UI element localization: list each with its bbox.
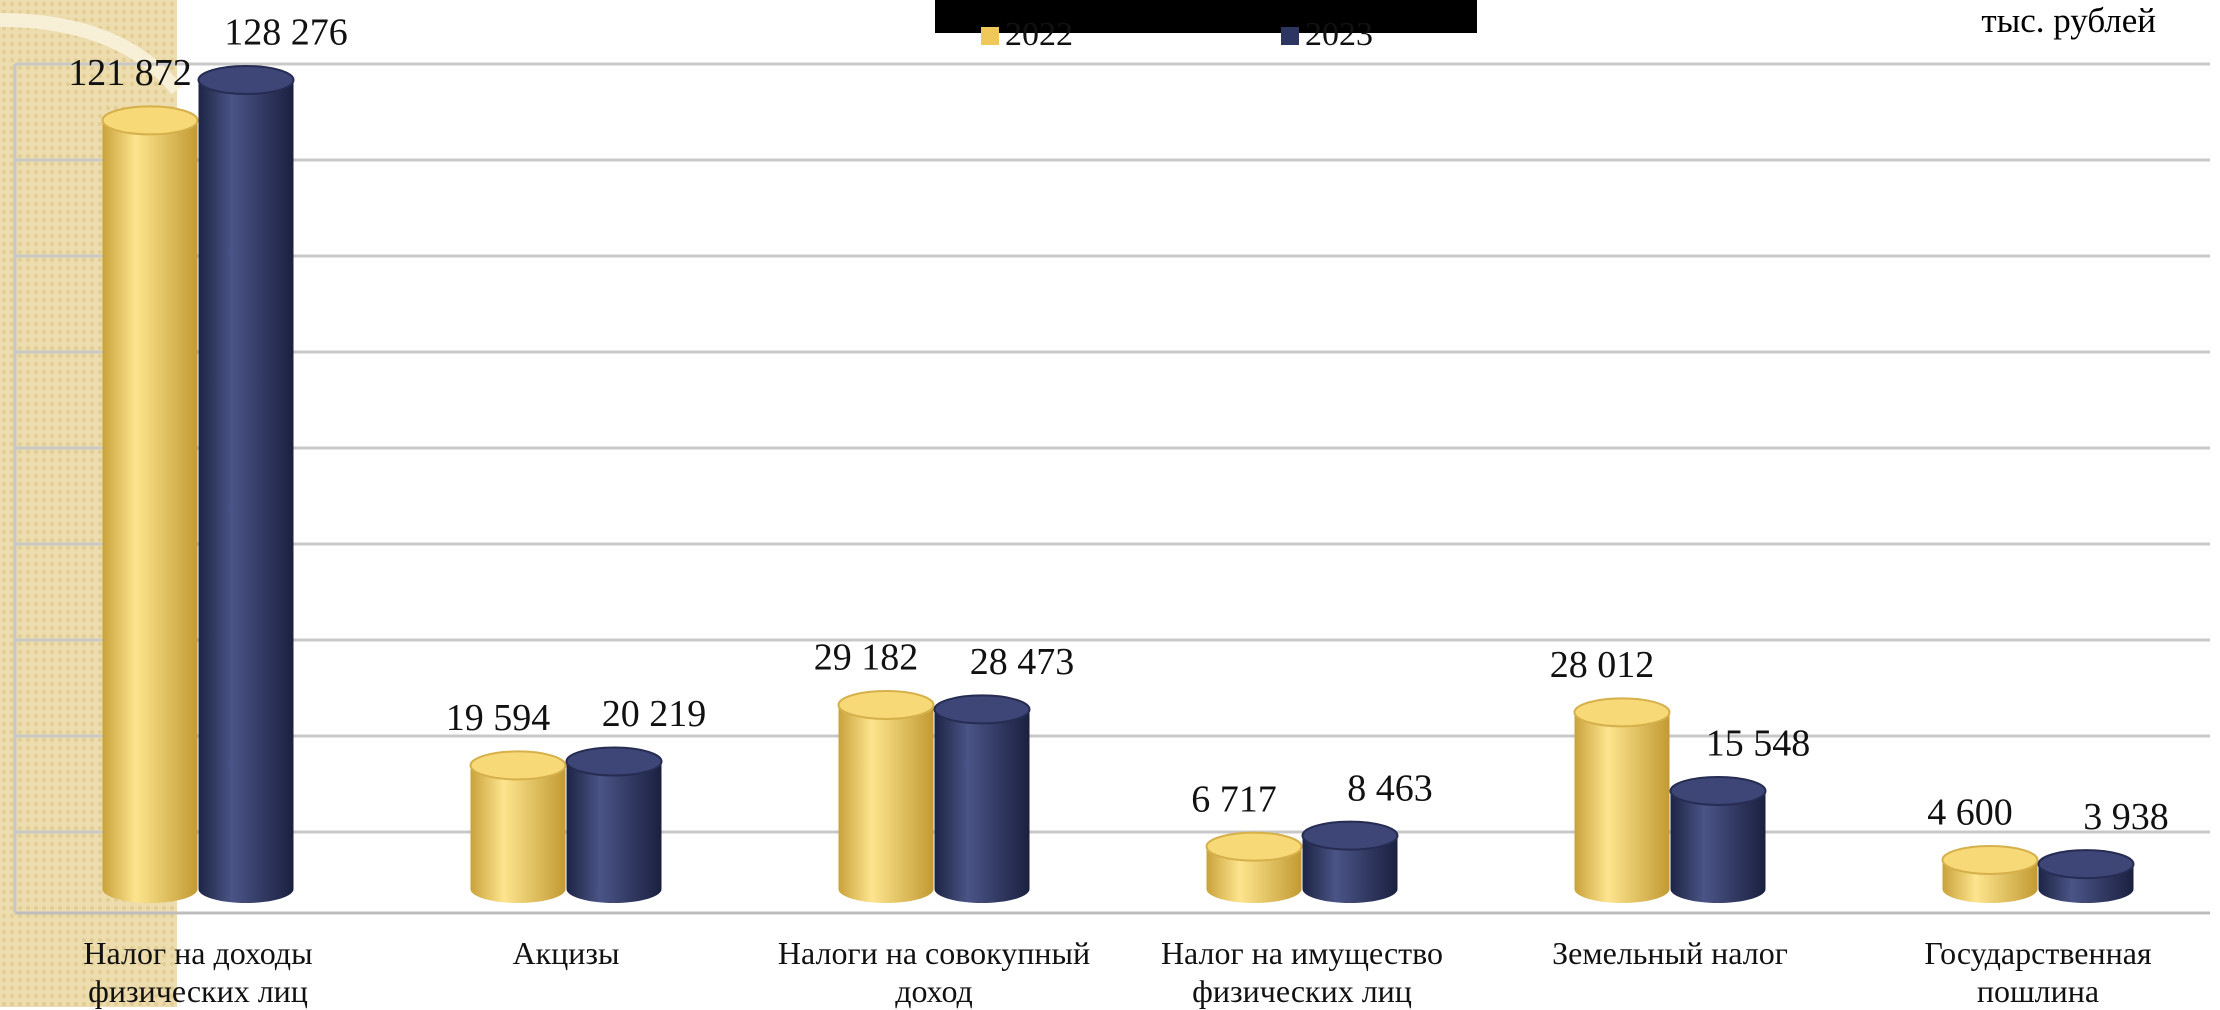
category-label: Налог на доходы физических лиц [83,935,313,1009]
bar [1301,820,1399,903]
bar-bottom [934,875,1030,903]
bar-bottom [1302,875,1398,903]
value-label: 28 012 [1550,644,1655,686]
bar-bottom [470,875,566,903]
bar-bottom [102,875,198,903]
bar-bottom [1670,875,1766,903]
value-label: 3 938 [2083,796,2169,838]
bar-top [1669,775,1767,806]
bar-bottom [1574,875,1670,903]
category-label: Налоги на совокупный доход [777,935,1091,1009]
bar-body [1574,712,1670,889]
bar-bottom [566,875,662,903]
value-label: 29 182 [814,637,919,679]
bar-top [2037,849,2135,880]
bar [1669,775,1767,903]
value-label: 19 594 [446,697,551,739]
bar-top [1573,697,1671,728]
bar-body [934,709,1030,889]
category-label: Земельный налог [1552,935,1788,971]
value-label: 15 548 [1706,723,1811,765]
bar-bottom [838,875,934,903]
bar-body [198,80,294,889]
value-label: 128 276 [224,12,348,54]
bar-top [565,746,663,777]
bar-bottom [1206,875,1302,903]
bar [933,694,1031,903]
bar [1573,697,1671,903]
category-label: Государственная пошлина [1924,935,2152,1009]
bar [2037,849,2135,903]
bar-top [1941,844,2039,875]
bar [469,750,567,903]
value-label: 28 473 [970,641,1075,683]
bar-body [102,120,198,890]
value-label: 8 463 [1347,767,1433,809]
bar-body [838,704,934,889]
redaction [935,0,1477,33]
bar [837,689,935,903]
bar-body [566,761,662,889]
value-label: 6 717 [1191,778,1277,820]
bar [101,105,199,903]
category-label: Налог на имущество физических лиц [1160,935,1444,1009]
bar-top [1205,831,1303,862]
value-label: 121 872 [68,52,192,94]
bar-bottom [198,875,294,903]
unit-label: тыс. рублей [1981,1,2156,40]
bar [565,746,663,903]
value-label: 4 600 [1927,792,2013,834]
bar-bottom [1942,875,2038,903]
bar-top [469,750,567,781]
legend-label: 2022 [1005,16,1073,53]
bar [1941,844,2039,903]
bar-top [197,65,295,95]
decor-curve [0,13,183,95]
bar-top [101,105,199,136]
bar-top [1301,820,1399,851]
bar-bottom [2038,875,2134,903]
bar-top [837,689,935,720]
grid [13,62,2210,915]
legend-label: 2023 [1305,16,1373,53]
legend-swatch [981,27,999,45]
category-label: Акцизы [512,935,620,971]
value-label: 20 219 [602,693,707,735]
bar-body [1670,790,1766,889]
bar [1205,831,1303,903]
bar-body [470,765,566,889]
legend-swatch [1281,27,1299,45]
bar-top [933,694,1031,725]
bar [197,65,295,903]
